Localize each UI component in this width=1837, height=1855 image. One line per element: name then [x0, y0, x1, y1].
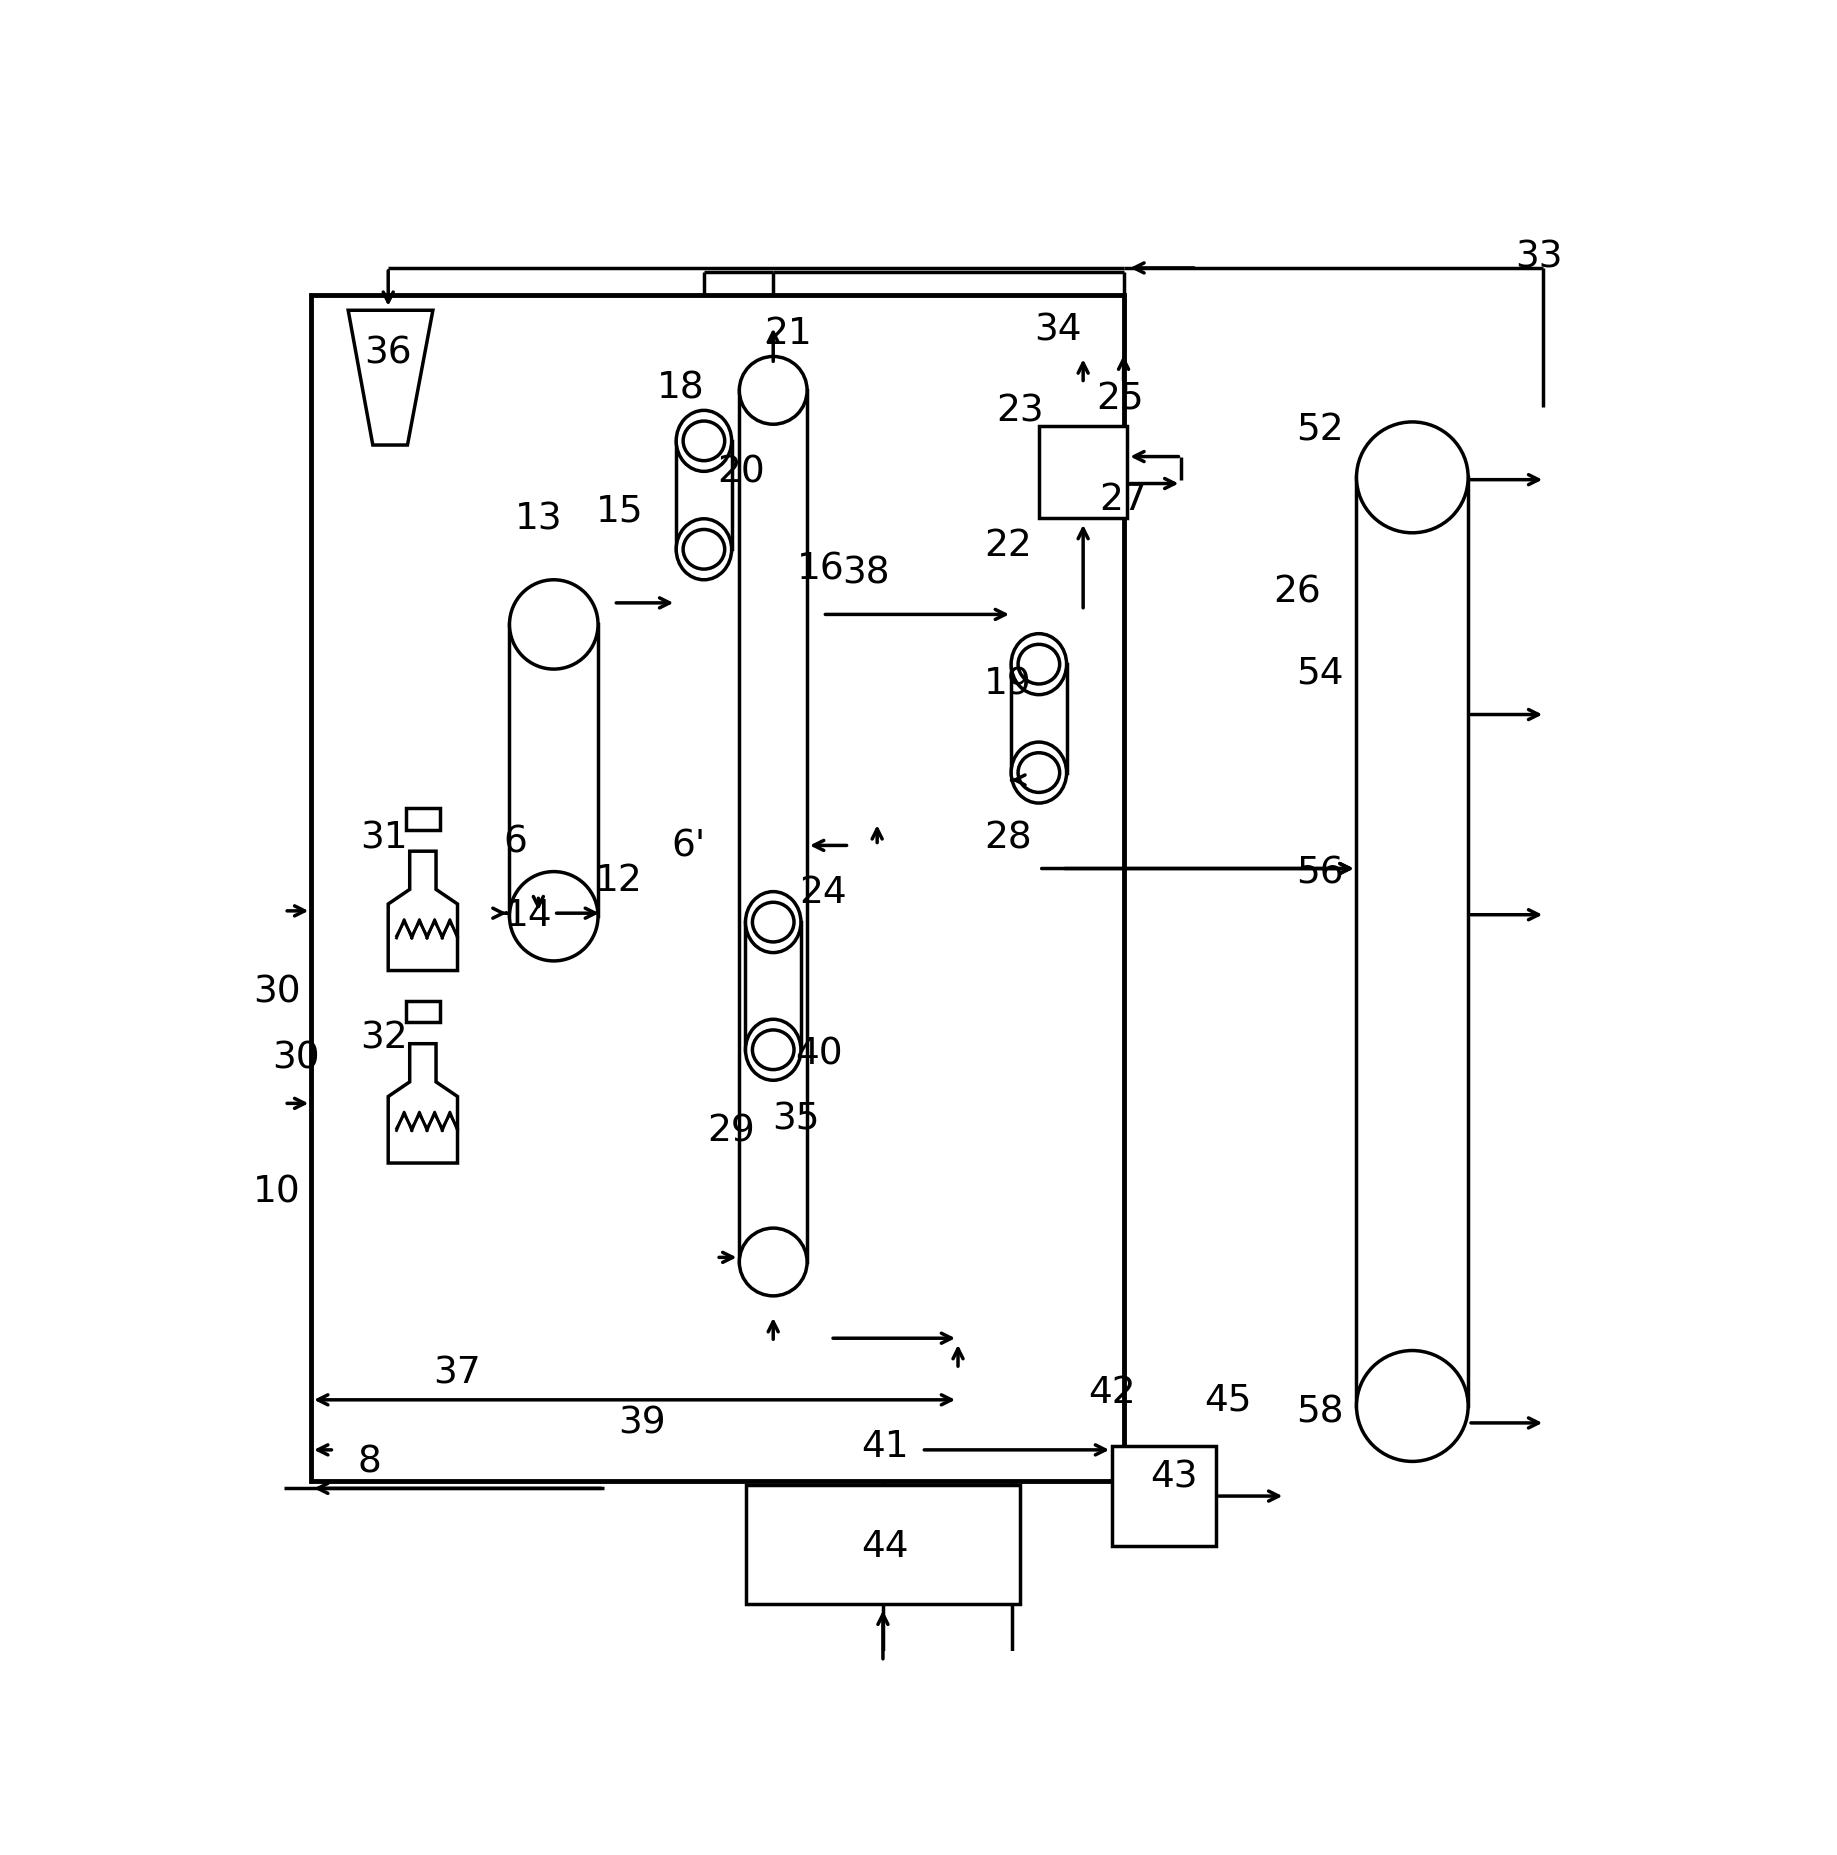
Ellipse shape: [509, 872, 599, 961]
Bar: [738, 391, 806, 1261]
Text: 27: 27: [1100, 482, 1148, 518]
Bar: [1010, 664, 1067, 774]
Text: 24: 24: [799, 874, 847, 911]
Bar: [676, 441, 731, 549]
Text: 22: 22: [985, 529, 1032, 564]
Text: 16: 16: [797, 551, 845, 586]
Bar: [406, 809, 439, 831]
Polygon shape: [349, 312, 434, 445]
Text: 6': 6': [671, 827, 705, 864]
Ellipse shape: [1010, 634, 1067, 696]
Bar: [310, 295, 1124, 1480]
Text: 20: 20: [716, 454, 764, 492]
Text: 33: 33: [1516, 239, 1563, 275]
Bar: [746, 1484, 1020, 1605]
Text: 10: 10: [254, 1174, 301, 1209]
Text: 38: 38: [841, 555, 889, 590]
Text: 28: 28: [985, 820, 1032, 857]
Bar: [1111, 1447, 1216, 1547]
Text: 29: 29: [707, 1113, 755, 1148]
Text: 31: 31: [360, 820, 408, 857]
Text: 6: 6: [503, 824, 527, 861]
Text: 45: 45: [1203, 1382, 1251, 1417]
Bar: [1040, 427, 1128, 519]
Text: 58: 58: [1297, 1393, 1343, 1430]
Ellipse shape: [746, 1020, 801, 1081]
Text: 36: 36: [364, 336, 411, 371]
Text: 21: 21: [764, 315, 812, 352]
Text: 56: 56: [1297, 855, 1343, 890]
Text: 42: 42: [1088, 1375, 1135, 1410]
Text: 39: 39: [619, 1406, 667, 1441]
Ellipse shape: [676, 412, 731, 473]
Polygon shape: [388, 851, 457, 970]
Text: 25: 25: [1097, 382, 1143, 417]
Bar: [1356, 479, 1468, 1406]
Text: 44: 44: [862, 1529, 909, 1564]
Bar: [509, 625, 599, 916]
Ellipse shape: [509, 581, 599, 670]
Ellipse shape: [738, 1228, 806, 1297]
Ellipse shape: [676, 519, 731, 581]
Ellipse shape: [1356, 1350, 1468, 1462]
Bar: [406, 1002, 439, 1022]
Ellipse shape: [746, 892, 801, 953]
Text: 41: 41: [862, 1428, 909, 1464]
Text: 35: 35: [773, 1102, 819, 1137]
Text: 52: 52: [1297, 412, 1343, 449]
Text: 8: 8: [356, 1443, 380, 1480]
Polygon shape: [388, 1044, 457, 1163]
Ellipse shape: [738, 358, 806, 425]
Text: 37: 37: [434, 1356, 481, 1391]
Text: 34: 34: [1034, 312, 1082, 349]
Text: 14: 14: [505, 898, 553, 933]
Text: 19: 19: [985, 666, 1032, 703]
Text: 40: 40: [795, 1035, 843, 1072]
Ellipse shape: [1010, 742, 1067, 803]
Text: 54: 54: [1297, 655, 1343, 690]
Text: 18: 18: [658, 369, 705, 406]
Text: 30: 30: [254, 974, 301, 1011]
Text: 13: 13: [514, 501, 562, 536]
Text: 26: 26: [1273, 573, 1321, 610]
Text: 30: 30: [272, 1039, 320, 1076]
Bar: [746, 922, 801, 1050]
Text: 32: 32: [360, 1020, 408, 1055]
Text: 15: 15: [595, 493, 643, 529]
Text: 43: 43: [1150, 1460, 1198, 1495]
Text: 12: 12: [595, 863, 643, 898]
Ellipse shape: [1356, 423, 1468, 534]
Text: 23: 23: [996, 393, 1043, 429]
